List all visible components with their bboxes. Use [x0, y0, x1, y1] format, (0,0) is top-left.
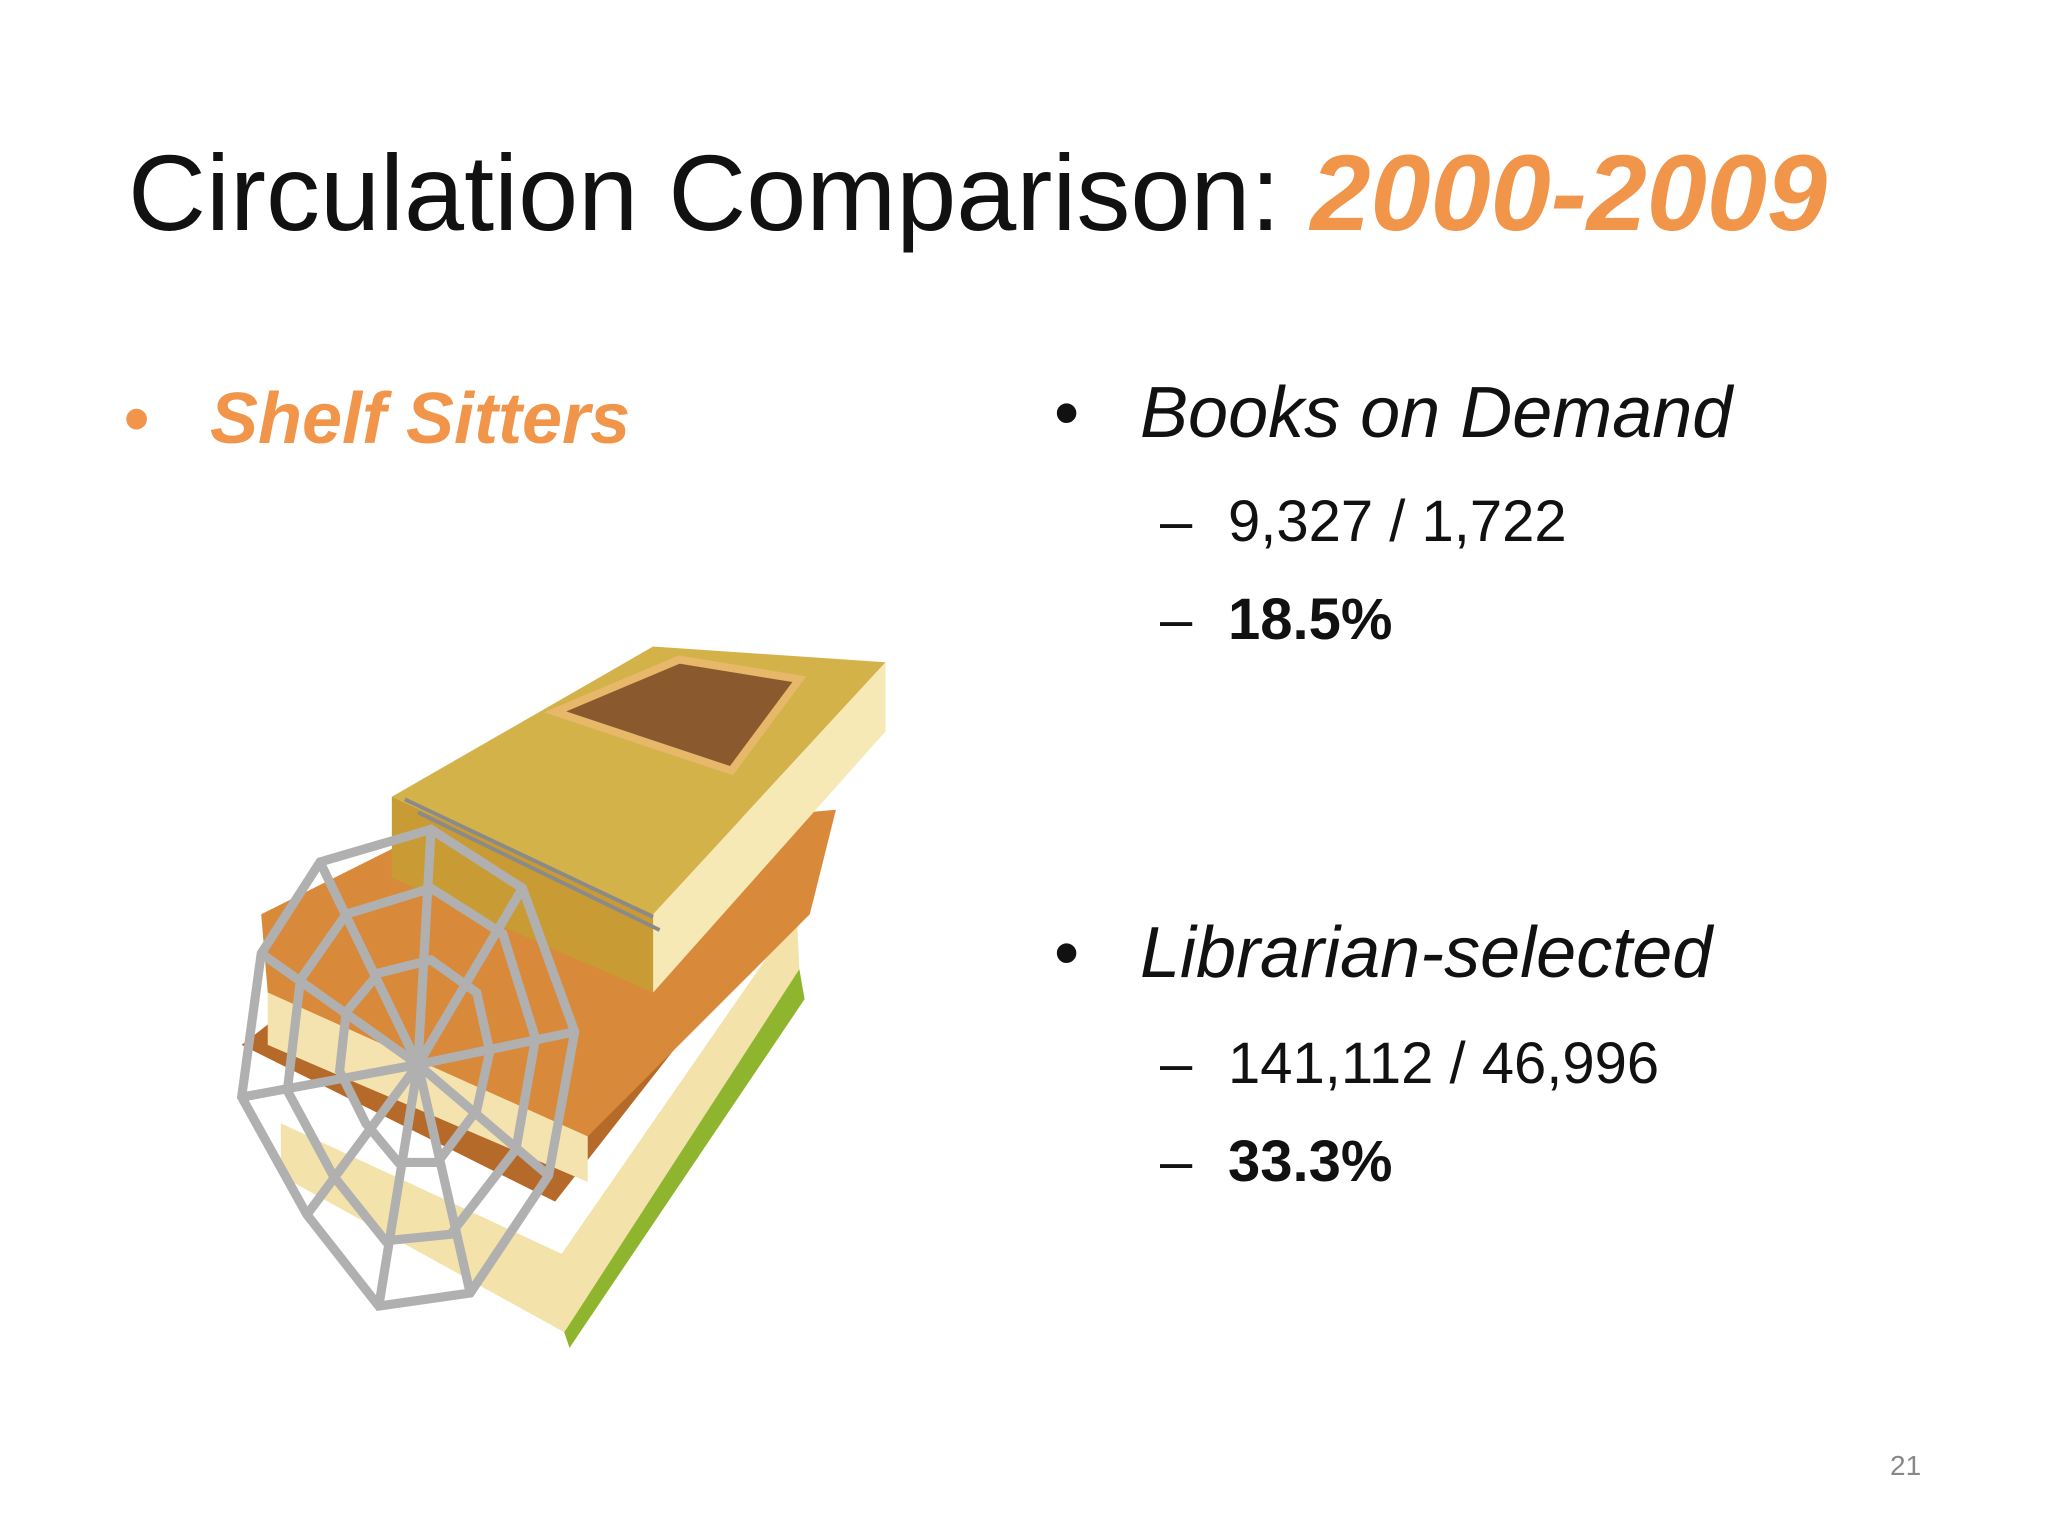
cobweb: [236, 824, 580, 1312]
bullet-text: Books on Demand: [1140, 373, 1733, 453]
sub-text: 141,112 / 46,996: [1228, 1031, 1660, 1096]
title-highlight: 2000-2009: [1310, 132, 1827, 253]
slide-title: Circulation Comparison: 2000-2009: [128, 130, 1827, 255]
sub-item: –9,327 / 1,722: [1160, 489, 1567, 554]
sub-item: –33.3%: [1160, 1129, 1393, 1194]
bullet: • Librarian-selected: [1054, 913, 1713, 993]
bullet-text: Librarian-selected: [1140, 913, 1713, 993]
sub-item: –18.5%: [1160, 587, 1393, 652]
bullet: • Books on Demand: [1054, 373, 1733, 453]
sub-text: 33.3%: [1228, 1129, 1393, 1194]
sub-text: 18.5%: [1228, 587, 1393, 652]
title-text: Circulation Comparison:: [128, 132, 1281, 253]
page-number: 21: [1890, 1450, 1922, 1481]
bullet-text: Shelf Sitters: [210, 379, 631, 459]
sub-item: –141,112 / 46,996: [1160, 1031, 1660, 1096]
sub-text: 9,327 / 1,722: [1228, 489, 1567, 554]
bullet: • Shelf Sitters: [124, 379, 631, 459]
